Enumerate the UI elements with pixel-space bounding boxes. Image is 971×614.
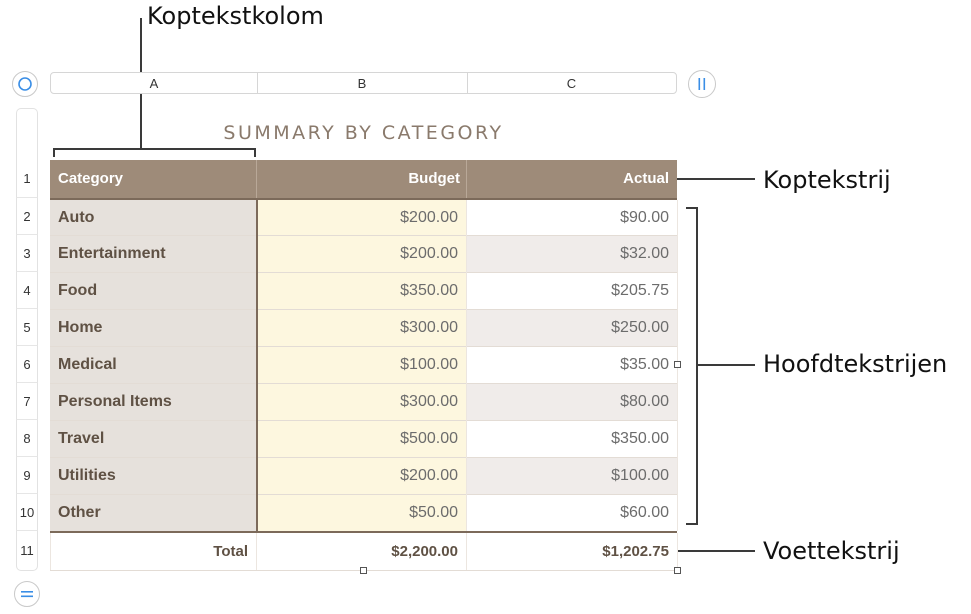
header-cell-category[interactable]: Category — [50, 160, 256, 198]
footer-cell-label[interactable]: Total — [50, 533, 256, 571]
actual-cell[interactable]: $250.00 — [467, 309, 677, 346]
category-cell[interactable]: Auto — [50, 200, 256, 235]
equals-bars-icon — [21, 591, 33, 598]
footer-cell-budget[interactable]: $2,200.00 — [257, 533, 466, 571]
category-cell[interactable]: Medical — [50, 346, 256, 383]
budget-cell[interactable]: $200.00 — [257, 457, 466, 494]
pause-bars-icon — [698, 78, 706, 90]
callout-body-rows: Hoofdtekstrijen — [763, 350, 948, 378]
actual-cell[interactable]: $205.75 — [467, 272, 677, 309]
category-cell[interactable]: Travel — [50, 420, 256, 457]
budget-cell[interactable]: $100.00 — [257, 346, 466, 383]
budget-cell[interactable]: $300.00 — [257, 383, 466, 420]
header-cell-budget[interactable]: Budget — [257, 160, 466, 198]
column-header-bar: A B C — [50, 72, 677, 94]
column-letter-c[interactable]: C — [566, 76, 577, 91]
column-letter-b[interactable]: B — [357, 76, 367, 91]
row-number-7[interactable]: 7 — [16, 383, 38, 420]
circle-select-icon — [18, 77, 32, 91]
header-cell-actual[interactable]: Actual — [467, 160, 677, 198]
add-column-button[interactable] — [688, 70, 716, 98]
row-number-10[interactable]: 10 — [16, 494, 38, 531]
column-letter-a[interactable]: A — [149, 76, 159, 91]
actual-cell[interactable]: $80.00 — [467, 383, 677, 420]
footer-cell-actual[interactable]: $1,202.75 — [467, 533, 677, 571]
actual-cell[interactable]: $90.00 — [467, 200, 677, 235]
row-number-6[interactable]: 6 — [16, 346, 38, 383]
callout-footer-row: Voettekstrij — [763, 537, 900, 565]
actual-cell[interactable]: $32.00 — [467, 235, 677, 272]
row-number-2[interactable]: 2 — [16, 198, 38, 235]
category-cell[interactable]: Food — [50, 272, 256, 309]
category-cell[interactable]: Utilities — [50, 457, 256, 494]
budget-cell[interactable]: $350.00 — [257, 272, 466, 309]
row-number-5[interactable]: 5 — [16, 309, 38, 346]
actual-cell[interactable]: $35.00 — [467, 346, 677, 383]
resize-handle-bottom[interactable] — [360, 567, 367, 574]
callout-header-row: Koptekstrij — [763, 166, 891, 194]
resize-handle-right[interactable] — [674, 361, 681, 368]
actual-cell[interactable]: $100.00 — [467, 457, 677, 494]
category-cell[interactable]: Entertainment — [50, 235, 256, 272]
row-number-11[interactable]: 11 — [16, 531, 38, 571]
budget-cell[interactable]: $200.00 — [257, 200, 466, 235]
category-cell[interactable]: Other — [50, 494, 256, 531]
actual-cell[interactable]: $60.00 — [467, 494, 677, 531]
select-table-button[interactable] — [12, 71, 38, 97]
category-cell[interactable]: Personal Items — [50, 383, 256, 420]
budget-cell[interactable]: $200.00 — [257, 235, 466, 272]
budget-cell[interactable]: $500.00 — [257, 420, 466, 457]
row-header-strip — [16, 108, 38, 160]
budget-cell[interactable]: $50.00 — [257, 494, 466, 531]
resize-handle-corner[interactable] — [674, 567, 681, 574]
actual-cell[interactable]: $350.00 — [467, 420, 677, 457]
row-number-9[interactable]: 9 — [16, 457, 38, 494]
callout-header-column: Koptekstkolom — [147, 2, 324, 30]
budget-cell[interactable]: $300.00 — [257, 309, 466, 346]
row-number-8[interactable]: 8 — [16, 420, 38, 457]
category-cell[interactable]: Home — [50, 309, 256, 346]
table-title[interactable]: SUMMARY BY CATEGORY — [223, 122, 504, 144]
row-number-3[interactable]: 3 — [16, 235, 38, 272]
row-number-1[interactable]: 1 — [16, 160, 38, 198]
add-row-button[interactable] — [14, 581, 40, 607]
row-number-4[interactable]: 4 — [16, 272, 38, 309]
